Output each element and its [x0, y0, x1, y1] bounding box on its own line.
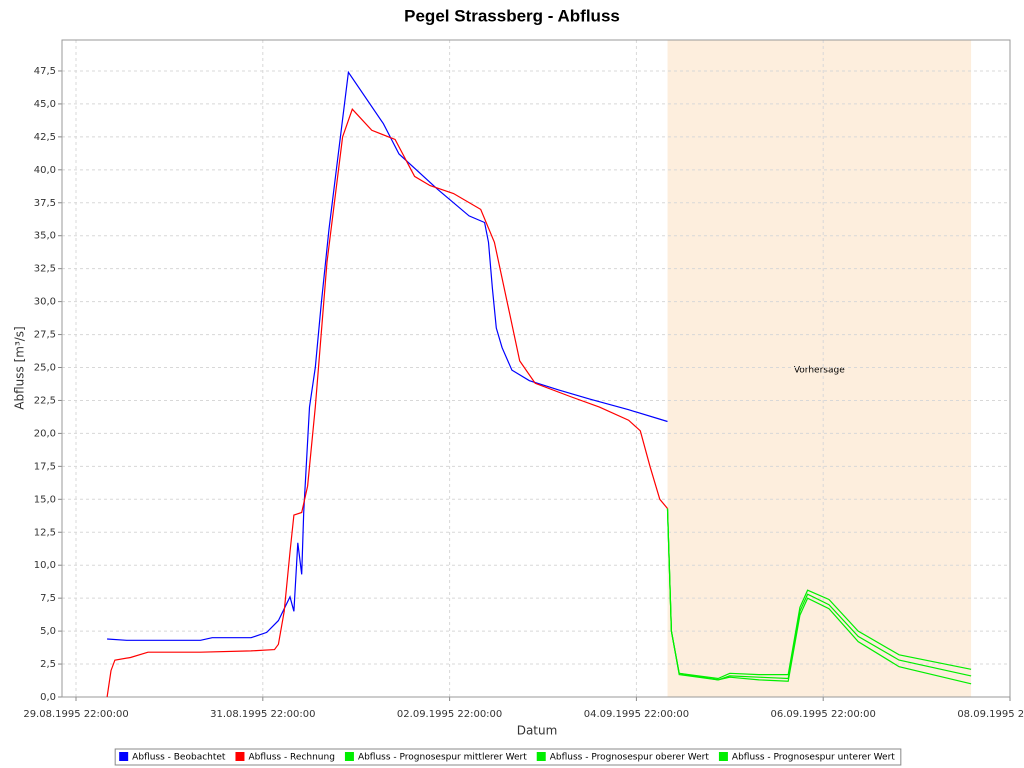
y-tick-label: 32,5 [34, 264, 56, 275]
legend-label: Abfluss - Rechnung [248, 753, 334, 763]
forecast-label: Vorhersage [794, 366, 845, 376]
x-tick-label: 29.08.1995 22:00:00 [23, 709, 128, 720]
y-tick-label: 0,0 [40, 692, 56, 703]
forecast-region [667, 40, 972, 697]
x-tick-label: 04.09.1995 22:00:00 [584, 709, 689, 720]
legend-label: Abfluss - Prognosespur oberer Wert [550, 753, 710, 763]
legend-label: Abfluss - Prognosespur mittlerer Wert [358, 753, 527, 763]
y-tick-label: 15,0 [34, 494, 56, 505]
y-tick-label: 5,0 [40, 626, 56, 637]
y-tick-label: 22,5 [34, 395, 56, 406]
y-tick-label: 27,5 [34, 330, 56, 341]
chart-title: Pegel Strassberg - Abfluss [404, 6, 620, 25]
legend-swatch [119, 752, 129, 761]
legend: Abfluss - Beobachtet Abfluss - Rechnung Ab… [114, 748, 902, 766]
x-tick-label: 02.09.1995 22:00:00 [397, 709, 502, 720]
y-tick-label: 20,0 [34, 428, 56, 439]
plot-border [61, 39, 1011, 698]
legend-swatch [235, 752, 245, 761]
legend-label: Abfluss - Beobachtet [132, 753, 226, 763]
x-tick-label: 06.09.1995 22:00:00 [771, 709, 876, 720]
data-line [666, 508, 972, 685]
data-line [106, 108, 668, 698]
y-tick-label: 47,5 [34, 66, 56, 77]
y-axis-label: Abfluss [m³/s] [13, 326, 27, 409]
y-tick-label: 30,0 [34, 297, 56, 308]
legend-swatch [536, 752, 546, 761]
y-tick-label: 17,5 [34, 461, 56, 472]
y-tick-label: 2,5 [40, 659, 56, 670]
legend-swatch [718, 752, 728, 761]
y-tick-label: 42,5 [34, 132, 56, 143]
x-axis-label: Datum [517, 724, 558, 738]
y-tick-label: 35,0 [34, 231, 56, 242]
y-tick-label: 45,0 [34, 99, 56, 110]
y-tick-label: 10,0 [34, 560, 56, 571]
y-tick-label: 12,5 [34, 527, 56, 538]
legend-label: Abfluss - Prognosespur unterer Wert [732, 753, 895, 763]
y-tick-label: 37,5 [34, 198, 56, 209]
legend-box [114, 748, 902, 766]
y-tick-label: 25,0 [34, 363, 56, 374]
data-line [107, 70, 668, 641]
legend-swatch [344, 752, 354, 761]
y-tick-label: 7,5 [40, 593, 56, 604]
x-tick-label: 31.08.1995 22:00:00 [210, 709, 315, 720]
y-tick-label: 40,0 [34, 165, 56, 176]
x-tick-label: 08.09.1995 22:00:00 [957, 709, 1024, 720]
